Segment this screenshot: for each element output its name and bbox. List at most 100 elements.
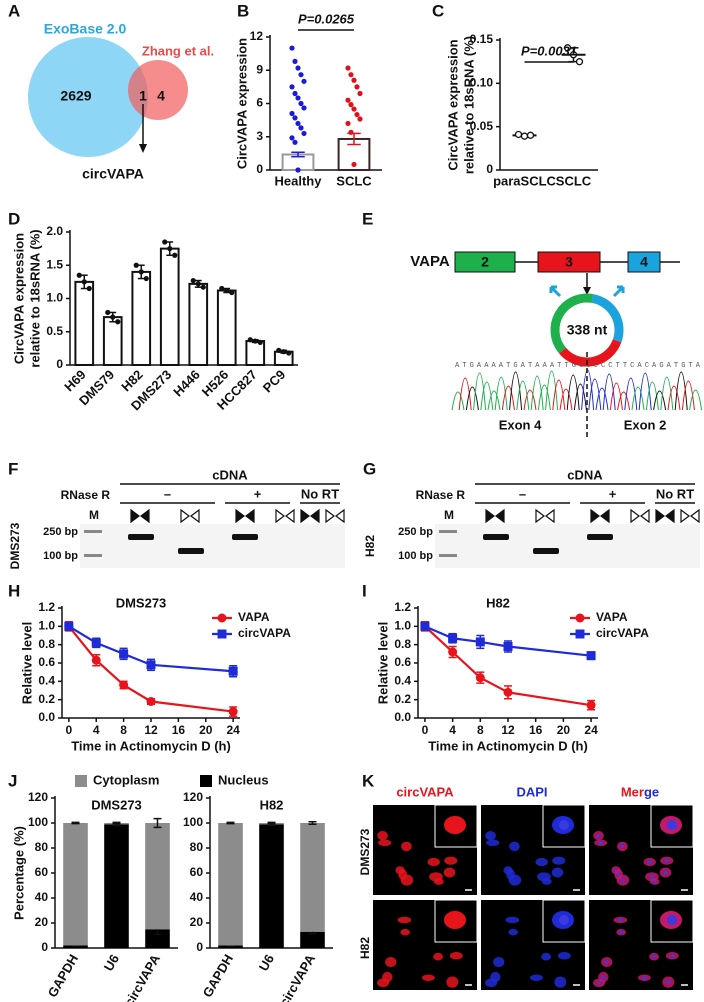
data-point xyxy=(162,239,168,245)
treatment-label: RNase R xyxy=(61,488,111,502)
nucleus xyxy=(642,975,647,980)
set-label: ExoBase 2.0 xyxy=(44,21,127,37)
treatment-label: RNase R xyxy=(416,488,466,502)
peak xyxy=(559,388,573,411)
y-tick-label: 40 xyxy=(35,890,49,904)
panel-letter: D xyxy=(8,209,20,228)
chart-title: DMS273 xyxy=(116,595,167,610)
data-point xyxy=(526,131,535,139)
x-tick-label: U6 xyxy=(101,952,122,974)
data-point xyxy=(289,45,295,51)
cell xyxy=(433,952,444,961)
peak xyxy=(609,382,623,411)
cell xyxy=(443,867,456,878)
y-tick-label: 0.0 xyxy=(394,710,411,724)
data-point xyxy=(289,110,295,117)
cell xyxy=(377,978,390,988)
y-tick-label: 100 xyxy=(28,815,48,829)
marker xyxy=(448,647,458,657)
x-axis-label: Time in Actinomycin D (h) xyxy=(71,738,231,753)
set-label: Zhang et al. xyxy=(142,43,214,58)
venn-circle xyxy=(28,37,148,157)
gel xyxy=(435,524,700,568)
panel-letter: B xyxy=(237,1,249,20)
p-value: P=0.0265 xyxy=(298,11,355,26)
marker xyxy=(228,666,238,676)
peak xyxy=(667,385,681,411)
band xyxy=(483,534,509,540)
data-point xyxy=(257,339,263,345)
y-tick-label: 0.2 xyxy=(394,692,411,706)
arrow-label: circVAPA xyxy=(82,166,144,182)
y-axis-label: CircVAPA expression xyxy=(234,38,249,169)
column-title: circVAPA xyxy=(396,784,454,799)
y-tick-label: 0.05 xyxy=(470,119,494,133)
y-axis-label: relative to 18sRNA (%) xyxy=(27,229,42,367)
peak xyxy=(480,381,494,411)
cell xyxy=(378,839,392,847)
x-tick-label: PC9 xyxy=(260,367,288,395)
facet-title: DMS273 xyxy=(91,797,142,812)
bar-segment xyxy=(104,824,129,948)
cell xyxy=(554,976,567,988)
group-label: No RT xyxy=(301,486,339,501)
marker xyxy=(420,621,430,631)
x-tick-label: 0 xyxy=(422,723,429,737)
bar-segment xyxy=(63,945,88,948)
open-primer xyxy=(325,508,345,524)
size-label: 250 bp xyxy=(398,526,433,538)
data-point xyxy=(115,319,121,325)
marker xyxy=(448,633,458,643)
facet-title: H82 xyxy=(260,797,284,812)
data-point xyxy=(76,272,82,278)
data-point xyxy=(348,102,354,108)
peak xyxy=(595,387,609,411)
exon-label: 2 xyxy=(481,254,489,270)
circ-arc xyxy=(559,339,622,367)
size-label: 100 bp xyxy=(398,550,433,562)
y-tick-label: 120 xyxy=(28,790,48,804)
peak xyxy=(624,377,638,411)
panel-letter: F xyxy=(8,459,18,478)
nucleus xyxy=(559,820,569,830)
peak xyxy=(617,391,631,411)
data-point xyxy=(301,78,307,84)
y-tick-label: 1.2 xyxy=(394,600,411,614)
legend-marker xyxy=(217,629,227,639)
gel xyxy=(80,524,345,568)
band xyxy=(533,548,559,554)
column-title: DAPI xyxy=(516,784,547,799)
y-tick-label: 2.0 xyxy=(46,224,63,238)
y-tick-label: 0.15 xyxy=(470,32,494,46)
y-tick-label: 0 xyxy=(256,162,263,176)
peak xyxy=(537,384,551,411)
nucleus xyxy=(620,844,625,849)
y-tick-label: 0.8 xyxy=(394,637,411,651)
band xyxy=(587,534,613,540)
legend-label: circVAPA xyxy=(596,626,649,640)
x-tick-label: 8 xyxy=(477,723,484,737)
data-point xyxy=(298,72,304,78)
data-point xyxy=(190,277,196,284)
cell xyxy=(444,856,458,865)
divergent-primer xyxy=(130,508,150,524)
y-tick-label: 0 xyxy=(56,357,63,371)
open-primer xyxy=(535,508,555,524)
nucleus xyxy=(670,953,675,958)
legend-swatch xyxy=(200,775,212,787)
divergent-primer xyxy=(590,508,610,524)
panel-letter: H xyxy=(8,581,20,600)
primer-arrow xyxy=(612,285,625,298)
data-point xyxy=(298,125,304,131)
y-tick-label: 0.6 xyxy=(38,655,55,669)
x-tick-label: 24 xyxy=(226,723,240,737)
panel-letter: K xyxy=(362,771,375,790)
cell xyxy=(508,874,522,886)
data-point xyxy=(351,106,357,112)
data-point xyxy=(292,90,298,97)
y-tick-label: 3 xyxy=(256,129,263,143)
data-point xyxy=(229,289,235,296)
x-tick-label: 0 xyxy=(66,723,73,737)
cell xyxy=(551,867,564,878)
venn-count: 4 xyxy=(157,88,165,104)
